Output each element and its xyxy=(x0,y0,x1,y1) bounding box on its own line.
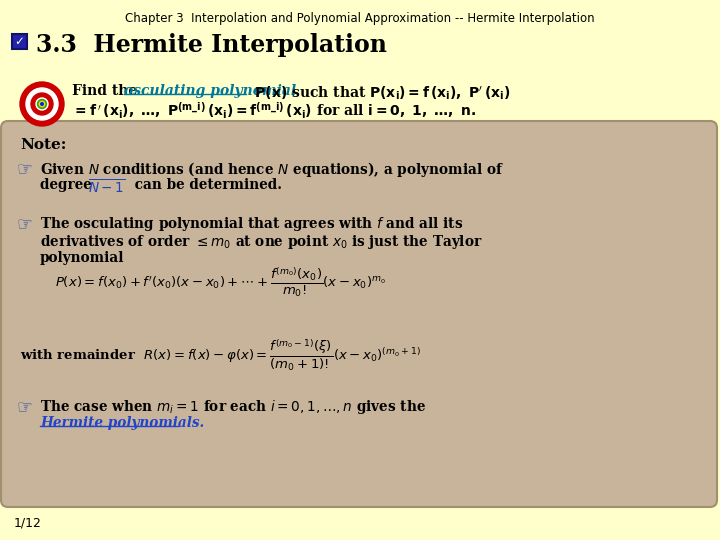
Text: 3.3  Hermite Interpolation: 3.3 Hermite Interpolation xyxy=(36,33,387,57)
Circle shape xyxy=(37,99,47,109)
Text: can be determined.: can be determined. xyxy=(130,178,282,192)
Text: ☞: ☞ xyxy=(16,215,32,233)
Circle shape xyxy=(36,98,48,110)
Text: osculating polynomial: osculating polynomial xyxy=(124,84,296,98)
Text: The case when $m_i = 1$ for each $i = 0, 1, \ldots, n$ gives the: The case when $m_i = 1$ for each $i = 0,… xyxy=(40,398,426,416)
Text: $\mathbf{= f\,'\,(x_i),\ \ldots,\ P^{(m\_i)}\,(x_i) = f^{(m\_i)}\,(x_i)}$ for al: $\mathbf{= f\,'\,(x_i),\ \ldots,\ P^{(m\… xyxy=(72,101,476,122)
Text: Chapter 3  Interpolation and Polynomial Approximation -- Hermite Interpolation: Chapter 3 Interpolation and Polynomial A… xyxy=(125,12,595,25)
Circle shape xyxy=(39,101,45,107)
Text: degree: degree xyxy=(40,178,96,192)
Circle shape xyxy=(41,103,43,105)
Text: ✓: ✓ xyxy=(14,35,24,48)
Text: Given $N$ conditions (and hence $N$ equations), a polynomial of: Given $N$ conditions (and hence $N$ equa… xyxy=(40,160,504,179)
FancyBboxPatch shape xyxy=(12,34,27,49)
Text: Note:: Note: xyxy=(20,138,66,152)
Circle shape xyxy=(20,82,64,126)
Text: ☞: ☞ xyxy=(16,398,32,416)
Text: The osculating polynomial that agrees with $f$ and all its: The osculating polynomial that agrees wi… xyxy=(40,215,464,233)
Text: $\mathbf{P(x)}$ such that $\mathbf{P(x_i) = f\,(x_i),\ P'\,(x_i)}$: $\mathbf{P(x)}$ such that $\mathbf{P(x_i… xyxy=(250,84,510,102)
Text: derivatives of order $\leq m_0$ at one point $x_0$ is just the Taylor: derivatives of order $\leq m_0$ at one p… xyxy=(40,233,482,251)
Text: with remainder  $R(x) = f(x) - \varphi(x) = \dfrac{f^{(m_0-1)}(\xi)}{(m_0 + 1)!}: with remainder $R(x) = f(x) - \varphi(x)… xyxy=(20,338,421,373)
Text: Find the: Find the xyxy=(72,84,142,98)
Text: $\overline{N - 1}$: $\overline{N - 1}$ xyxy=(88,178,125,197)
Circle shape xyxy=(31,93,53,115)
Circle shape xyxy=(26,88,58,120)
Text: Hermite polynomials.: Hermite polynomials. xyxy=(40,416,204,430)
Text: 1/12: 1/12 xyxy=(14,517,42,530)
Text: ☞: ☞ xyxy=(16,160,32,178)
Text: polynomial: polynomial xyxy=(40,251,125,265)
FancyBboxPatch shape xyxy=(1,121,717,507)
Text: $P(x) = f(x_0) + f'(x_0)(x - x_0) + \cdots + \dfrac{f^{(m_0)}(x_0)}{m_0!}(x - x_: $P(x) = f(x_0) + f'(x_0)(x - x_0) + \cdo… xyxy=(55,266,386,299)
